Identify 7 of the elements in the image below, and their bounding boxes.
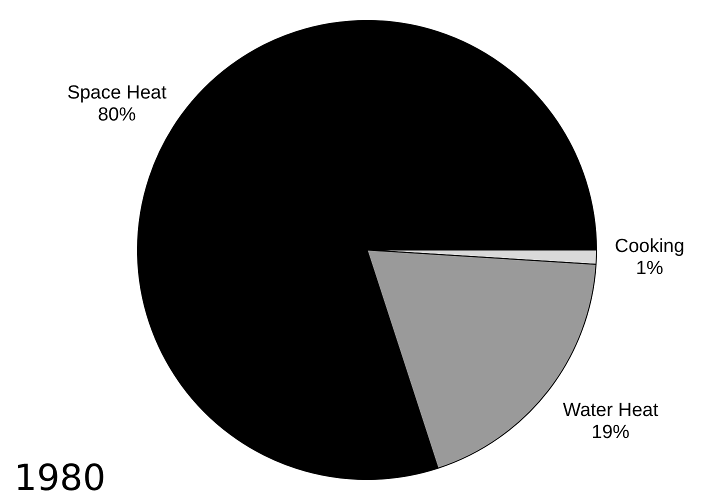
data-label: 19% <box>592 422 630 444</box>
slice-label: Water Heat <box>562 400 659 422</box>
data-label: 1% <box>636 258 664 280</box>
slice-label: Cooking <box>614 236 684 258</box>
text: 1980 <box>14 458 106 499</box>
data-label: 80% <box>98 104 136 126</box>
slice-label: Space Heat <box>67 82 168 104</box>
